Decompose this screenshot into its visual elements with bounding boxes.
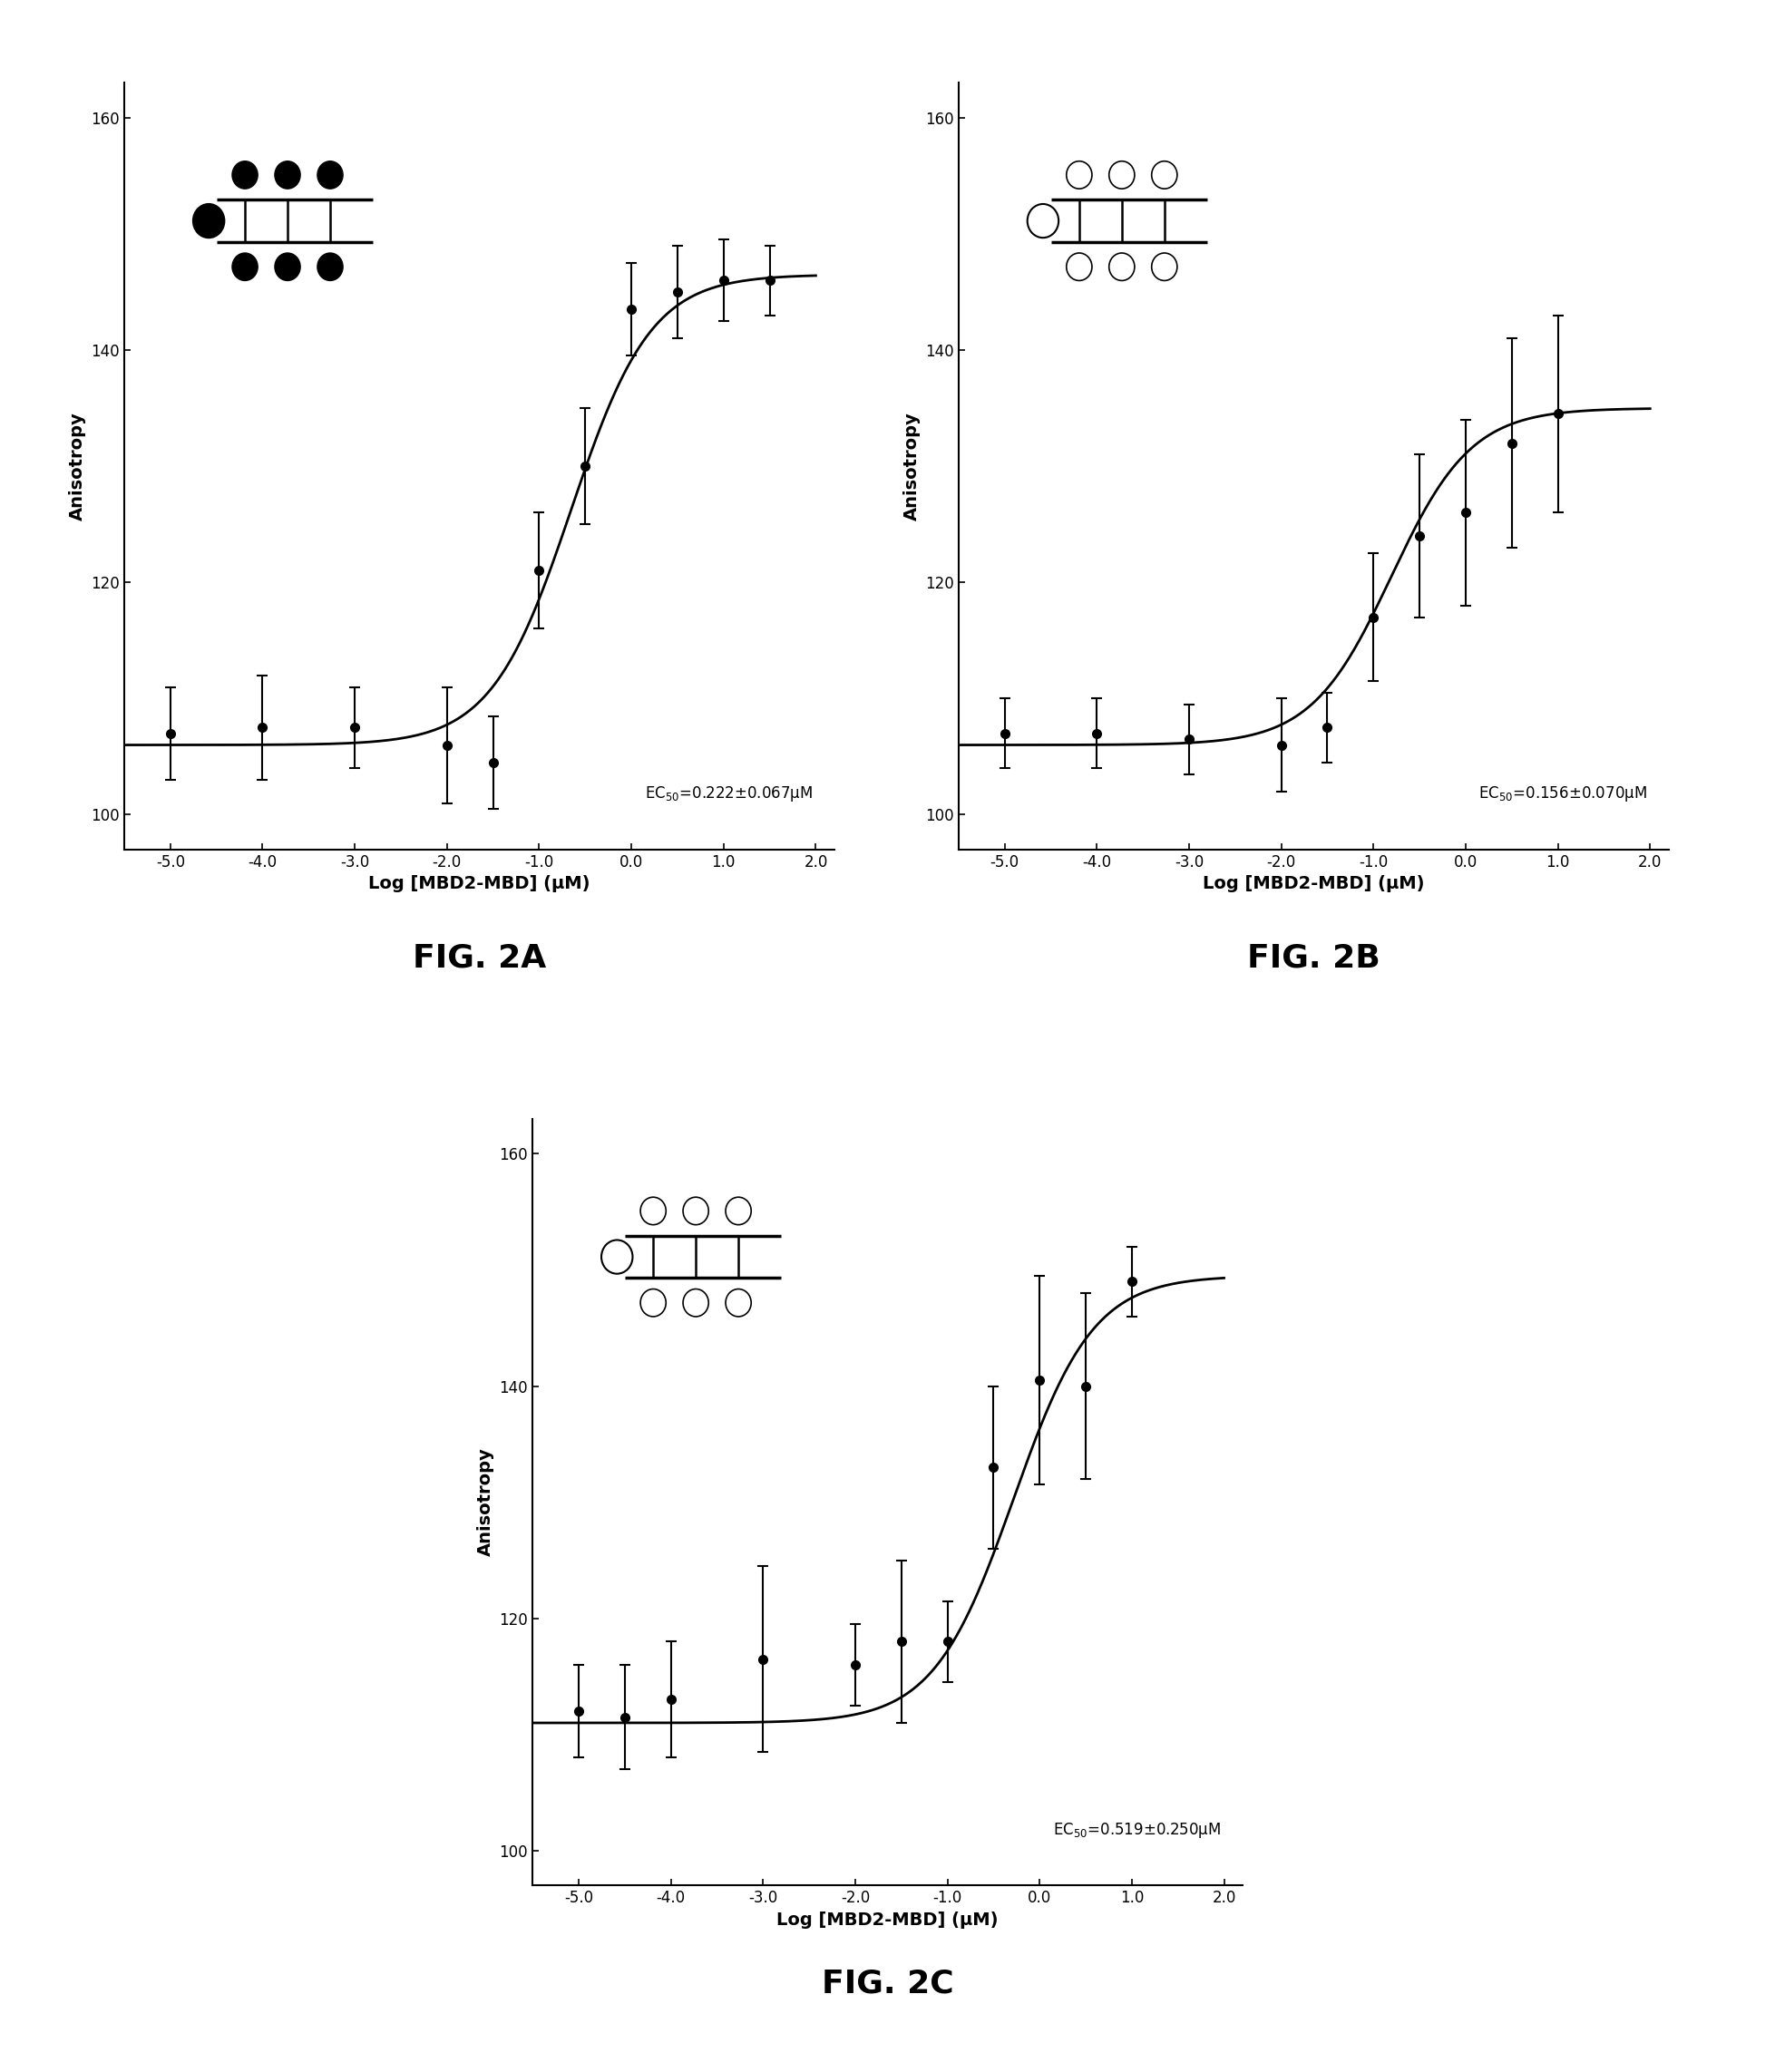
Circle shape	[193, 203, 224, 238]
Circle shape	[726, 1289, 751, 1316]
Circle shape	[641, 1198, 666, 1225]
Circle shape	[726, 1198, 751, 1225]
X-axis label: Log [MBD2-MBD] (μM): Log [MBD2-MBD] (μM)	[777, 1910, 998, 1929]
Circle shape	[1109, 162, 1134, 189]
Text: EC$_{50}$=0.519±0.250μM: EC$_{50}$=0.519±0.250μM	[1053, 1821, 1221, 1840]
Circle shape	[318, 162, 343, 189]
Circle shape	[1109, 253, 1134, 280]
Circle shape	[683, 1198, 708, 1225]
Y-axis label: Anisotropy: Anisotropy	[477, 1448, 493, 1556]
X-axis label: Log [MBD2-MBD] (μM): Log [MBD2-MBD] (μM)	[369, 874, 589, 893]
Circle shape	[1067, 253, 1092, 280]
Y-axis label: Anisotropy: Anisotropy	[903, 412, 919, 520]
Circle shape	[275, 253, 300, 280]
Text: FIG. 2A: FIG. 2A	[412, 943, 547, 974]
Text: EC$_{50}$=0.222±0.067μM: EC$_{50}$=0.222±0.067μM	[644, 785, 813, 804]
Circle shape	[233, 162, 257, 189]
Text: FIG. 2C: FIG. 2C	[822, 1968, 953, 1999]
Circle shape	[683, 1289, 708, 1316]
X-axis label: Log [MBD2-MBD] (μM): Log [MBD2-MBD] (μM)	[1203, 874, 1424, 893]
Text: FIG. 2B: FIG. 2B	[1248, 943, 1379, 974]
Circle shape	[1152, 253, 1177, 280]
Y-axis label: Anisotropy: Anisotropy	[69, 412, 85, 520]
Circle shape	[318, 253, 343, 280]
Circle shape	[641, 1289, 666, 1316]
Circle shape	[1152, 162, 1177, 189]
Circle shape	[1067, 162, 1092, 189]
Circle shape	[275, 162, 300, 189]
Text: EC$_{50}$=0.156±0.070μM: EC$_{50}$=0.156±0.070μM	[1479, 785, 1647, 804]
Circle shape	[602, 1239, 632, 1274]
Circle shape	[233, 253, 257, 280]
Circle shape	[1028, 203, 1058, 238]
